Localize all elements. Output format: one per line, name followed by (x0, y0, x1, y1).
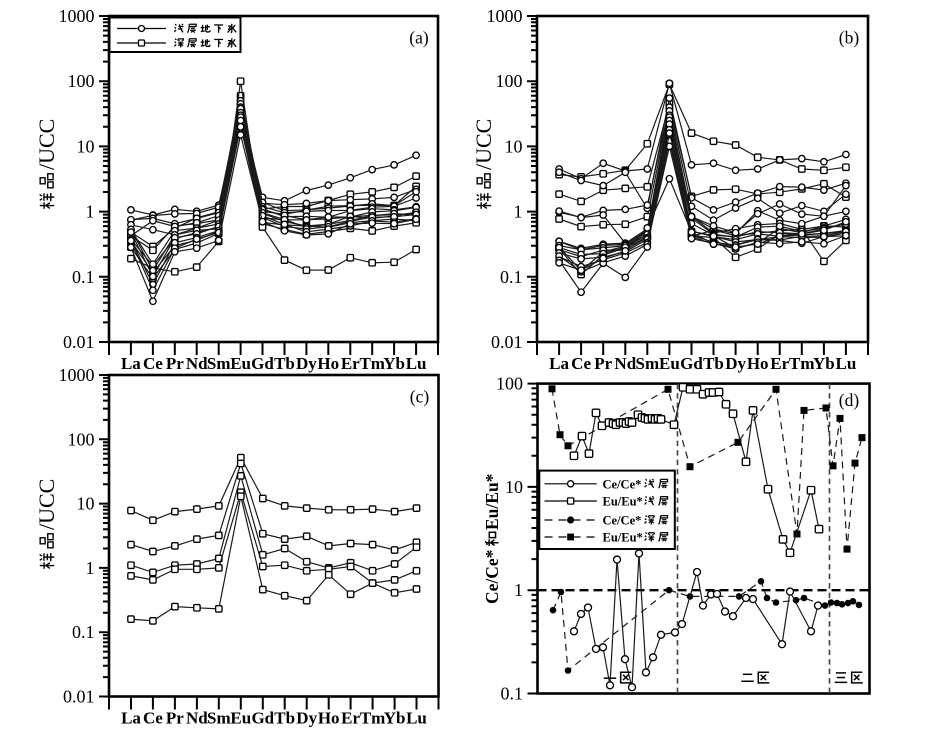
svg-text:Nd: Nd (186, 709, 208, 728)
svg-text:(a): (a) (409, 28, 429, 48)
svg-text:Ce: Ce (571, 354, 591, 373)
svg-text:Lu: Lu (406, 354, 427, 373)
svg-text:La: La (121, 709, 141, 728)
svg-text:100: 100 (68, 71, 95, 91)
svg-text:1000: 1000 (487, 6, 523, 26)
svg-text:Pr: Pr (166, 354, 184, 373)
svg-text:/UCC: /UCC (34, 119, 59, 170)
svg-text:Eu: Eu (659, 354, 680, 373)
svg-text:Ce/Ce*: Ce/Ce* (603, 514, 642, 528)
svg-text:Eu/Eu*: Eu/Eu* (482, 473, 502, 530)
svg-text:Ho: Ho (747, 354, 769, 373)
svg-text:La: La (121, 354, 141, 373)
svg-text:Sm: Sm (207, 709, 231, 728)
svg-text:10: 10 (77, 136, 95, 156)
svg-text:0.1: 0.1 (500, 267, 523, 287)
svg-text:Pr: Pr (594, 354, 612, 373)
svg-text:Eu/Eu*: Eu/Eu* (603, 531, 643, 545)
svg-text:/UCC: /UCC (34, 479, 59, 530)
svg-text:Er: Er (341, 709, 360, 728)
svg-text:Pr: Pr (166, 709, 184, 728)
svg-text:10: 10 (505, 477, 523, 497)
svg-text:La: La (549, 354, 569, 373)
svg-text:Er: Er (341, 354, 360, 373)
svg-text:Eu/Eu*: Eu/Eu* (603, 495, 643, 509)
svg-text:Er: Er (770, 354, 789, 373)
svg-text:Tb: Tb (274, 709, 295, 728)
svg-text:Ce/Ce*: Ce/Ce* (482, 549, 502, 604)
svg-text:Eu: Eu (230, 709, 251, 728)
svg-text:Tm: Tm (789, 354, 815, 373)
svg-text:Yb: Yb (383, 354, 405, 373)
svg-text:Nd: Nd (186, 354, 208, 373)
svg-text:1: 1 (514, 580, 523, 600)
svg-text:Nd: Nd (614, 354, 636, 373)
svg-text:(c): (c) (410, 387, 430, 407)
svg-text:1000: 1000 (59, 365, 95, 385)
svg-text:0.01: 0.01 (491, 332, 523, 352)
svg-text:100: 100 (68, 429, 95, 449)
svg-text:1: 1 (514, 202, 523, 222)
svg-text:100: 100 (496, 71, 523, 91)
svg-text:1: 1 (86, 558, 95, 578)
svg-text:(b): (b) (839, 28, 860, 48)
svg-text:Yb: Yb (813, 354, 835, 373)
svg-text:100: 100 (496, 374, 523, 394)
svg-text:Gd: Gd (680, 354, 703, 373)
svg-text:0.01: 0.01 (63, 687, 95, 707)
svg-text:Ho: Ho (317, 354, 339, 373)
svg-text:Eu: Eu (230, 354, 251, 373)
svg-text:(d): (d) (839, 390, 860, 410)
svg-text:Ce: Ce (143, 709, 163, 728)
svg-text:/UCC: /UCC (471, 119, 496, 170)
svg-text:1: 1 (86, 202, 95, 222)
svg-text:Tb: Tb (274, 354, 295, 373)
svg-text:Ho: Ho (318, 709, 340, 728)
svg-text:1000: 1000 (59, 6, 95, 26)
svg-text:0.1: 0.1 (72, 622, 95, 642)
svg-text:Lu: Lu (836, 354, 857, 373)
svg-text:Dy: Dy (296, 354, 317, 373)
svg-text:0.01: 0.01 (63, 332, 95, 352)
svg-text:Yb: Yb (384, 709, 406, 728)
svg-text:Gd: Gd (251, 354, 274, 373)
svg-text:0.1: 0.1 (501, 684, 524, 704)
svg-text:Dy: Dy (296, 709, 317, 728)
svg-text:10: 10 (77, 494, 95, 514)
svg-text:Tb: Tb (703, 354, 724, 373)
svg-text:Sm: Sm (635, 354, 659, 373)
svg-text:Lu: Lu (406, 709, 427, 728)
svg-text:10: 10 (505, 136, 523, 156)
svg-text:Dy: Dy (725, 354, 746, 373)
svg-text:Gd: Gd (251, 709, 274, 728)
svg-text:Tm: Tm (360, 709, 386, 728)
svg-text:Ce/Ce*: Ce/Ce* (603, 477, 642, 491)
svg-text:0.1: 0.1 (72, 267, 95, 287)
svg-text:Ce: Ce (143, 354, 163, 373)
svg-text:Tm: Tm (359, 354, 385, 373)
svg-text:Sm: Sm (207, 354, 231, 373)
